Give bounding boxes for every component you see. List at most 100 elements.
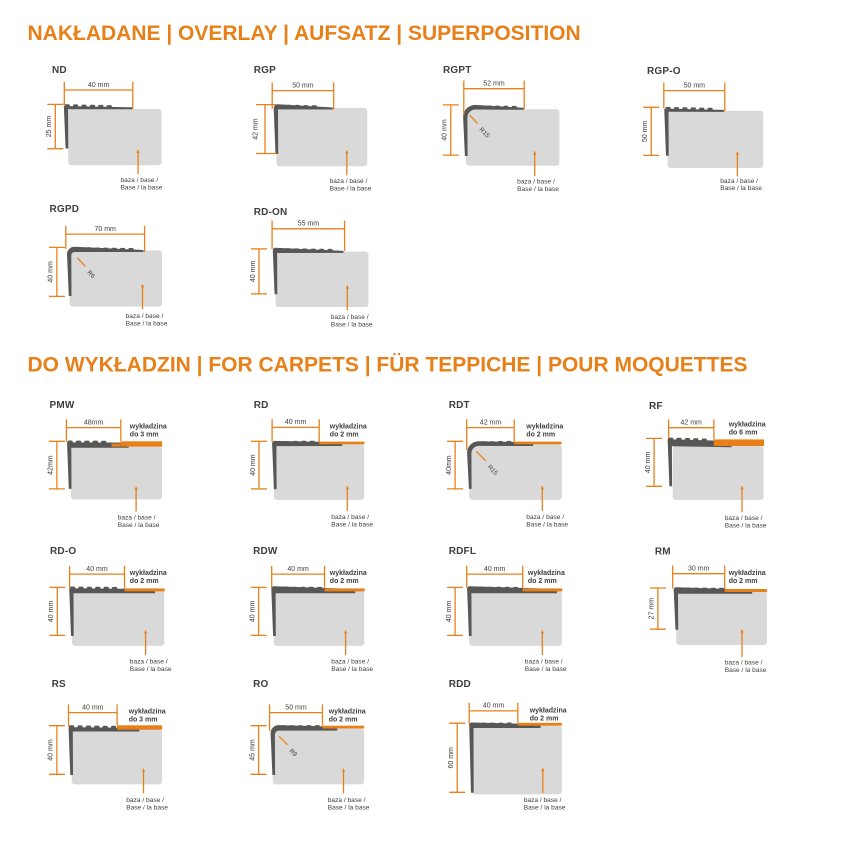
svg-text:45 mm: 45 mm	[249, 739, 256, 761]
svg-text:Base / la base: Base / la base	[130, 666, 172, 673]
svg-text:do 2 mm: do 2 mm	[330, 578, 359, 585]
svg-text:baza / base /: baza / base /	[331, 514, 369, 521]
svg-text:baza / base /: baza / base /	[126, 313, 164, 320]
svg-text:42 mm: 42 mm	[680, 420, 702, 427]
svg-text:R6: R6	[85, 269, 96, 280]
svg-text:RD-ON: RD-ON	[254, 207, 288, 218]
svg-text:50 mm: 50 mm	[642, 120, 649, 142]
svg-text:40 mm: 40 mm	[48, 261, 55, 283]
svg-text:wykładzina: wykładzina	[329, 570, 367, 577]
svg-text:baza / base /: baza / base /	[130, 659, 168, 666]
svg-text:do 2 mm: do 2 mm	[528, 578, 557, 585]
svg-text:55 mm: 55 mm	[298, 221, 320, 228]
svg-text:baza / base /: baza / base /	[725, 515, 763, 522]
svg-text:wykładzina: wykładzina	[527, 570, 565, 577]
svg-text:40 mm: 40 mm	[285, 419, 307, 426]
svg-text:baza / base /: baza / base /	[725, 659, 763, 666]
svg-text:40 mm: 40 mm	[88, 82, 110, 89]
svg-text:40 mm: 40 mm	[483, 703, 505, 710]
svg-text:RDD: RDD	[449, 679, 471, 690]
svg-text:baza / base /: baza / base /	[524, 797, 562, 804]
svg-text:wykładzina: wykładzina	[728, 570, 766, 577]
svg-text:RM: RM	[655, 547, 671, 558]
svg-text:baza / base /: baza / base /	[525, 659, 563, 666]
svg-text:RS: RS	[52, 679, 66, 690]
svg-text:do 2 mm: do 2 mm	[329, 716, 358, 723]
svg-text:Base / la base: Base / la base	[328, 804, 370, 811]
svg-text:wykładzina: wykładzina	[128, 709, 166, 716]
svg-text:DO WYKŁADZIN | FOR CARPETS | F: DO WYKŁADZIN | FOR CARPETS | FÜR TEPPICH…	[28, 354, 748, 377]
svg-text:do 2 mm: do 2 mm	[530, 716, 559, 723]
svg-text:RGP-O: RGP-O	[647, 66, 681, 77]
svg-text:RGPD: RGPD	[50, 204, 80, 215]
svg-text:R9: R9	[288, 748, 299, 759]
svg-text:Base / la base: Base / la base	[725, 522, 767, 529]
svg-text:40 mm: 40 mm	[48, 601, 55, 623]
svg-text:Base / la base: Base / la base	[118, 522, 160, 529]
svg-text:RD-O: RD-O	[50, 546, 76, 557]
svg-text:Base / la base: Base / la base	[331, 666, 373, 673]
svg-text:do 2 mm: do 2 mm	[729, 578, 758, 585]
svg-text:baza / base /: baza / base /	[121, 177, 159, 184]
svg-text:40 mm: 40 mm	[442, 119, 449, 141]
svg-text:25 mm: 25 mm	[46, 116, 53, 138]
svg-text:do 3 mm: do 3 mm	[130, 431, 159, 438]
svg-text:Base / la base: Base / la base	[725, 667, 767, 674]
svg-text:baza / base /: baza / base /	[126, 797, 164, 804]
svg-text:Base / la base: Base / la base	[126, 804, 168, 811]
svg-text:RF: RF	[649, 401, 663, 412]
svg-text:do 6 mm: do 6 mm	[729, 429, 758, 436]
svg-text:40 mm: 40 mm	[250, 454, 257, 476]
svg-text:48mm: 48mm	[84, 419, 104, 426]
svg-text:ND: ND	[52, 65, 67, 76]
svg-text:wykładzina: wykładzina	[129, 424, 167, 431]
svg-text:50 mm: 50 mm	[684, 82, 706, 89]
svg-text:NAKŁADANE | OVERLAY | AUFSATZ: NAKŁADANE | OVERLAY | AUFSATZ | SUPERPOS…	[28, 22, 581, 45]
svg-text:40mm: 40mm	[446, 455, 453, 475]
svg-text:baza / base /: baza / base /	[328, 797, 366, 804]
svg-text:baza / base /: baza / base /	[118, 515, 156, 522]
svg-text:do 3 mm: do 3 mm	[129, 716, 158, 723]
svg-text:PMW: PMW	[50, 400, 75, 411]
svg-text:42mm: 42mm	[48, 455, 55, 475]
svg-text:Base / la base: Base / la base	[526, 521, 568, 528]
svg-text:30 mm: 30 mm	[688, 566, 710, 573]
svg-text:do 2 mm: do 2 mm	[330, 431, 359, 438]
svg-text:baza / base /: baza / base /	[331, 659, 369, 666]
svg-text:baza / base /: baza / base /	[517, 178, 555, 185]
svg-text:40 mm: 40 mm	[249, 601, 256, 623]
svg-text:Base / la base: Base / la base	[331, 321, 373, 328]
svg-text:wykładzina: wykładzina	[525, 424, 563, 431]
svg-text:42 mm: 42 mm	[480, 419, 502, 426]
svg-text:do 2 mm: do 2 mm	[130, 578, 159, 585]
svg-text:Base / la base: Base / la base	[330, 185, 372, 192]
svg-text:Base / la base: Base / la base	[517, 186, 559, 193]
svg-text:42 mm: 42 mm	[253, 118, 260, 140]
svg-text:wykładzina: wykładzina	[728, 422, 766, 429]
svg-text:40 mm: 40 mm	[82, 704, 104, 711]
svg-text:RDT: RDT	[449, 400, 470, 411]
svg-text:70 mm: 70 mm	[94, 226, 116, 233]
svg-text:baza / base /: baza / base /	[720, 178, 758, 185]
svg-text:wykładzina: wykładzina	[329, 424, 367, 431]
svg-text:wykładzina: wykładzina	[129, 570, 167, 577]
svg-text:do 2 mm: do 2 mm	[526, 431, 555, 438]
svg-text:baza / base /: baza / base /	[330, 178, 368, 185]
svg-text:40 mm: 40 mm	[645, 452, 652, 474]
svg-text:Base / la base: Base / la base	[126, 320, 168, 327]
svg-text:RDFL: RDFL	[449, 546, 476, 557]
svg-text:Base / la base: Base / la base	[331, 521, 373, 528]
svg-text:Base / la base: Base / la base	[524, 804, 566, 811]
svg-text:52 mm: 52 mm	[483, 81, 505, 88]
svg-text:wykładzina: wykładzina	[529, 708, 567, 715]
svg-text:Base / la base: Base / la base	[525, 666, 567, 673]
svg-text:40 mm: 40 mm	[446, 601, 453, 623]
svg-text:60 mm: 60 mm	[448, 747, 455, 769]
svg-text:wykładzina: wykładzina	[328, 709, 366, 716]
svg-text:Base / la base: Base / la base	[720, 185, 762, 192]
svg-text:baza / base /: baza / base /	[526, 514, 564, 521]
svg-text:27 mm: 27 mm	[649, 598, 656, 620]
svg-text:RDW: RDW	[253, 546, 278, 557]
svg-text:40 mm: 40 mm	[484, 566, 506, 573]
svg-text:baza / base /: baza / base /	[331, 314, 369, 321]
